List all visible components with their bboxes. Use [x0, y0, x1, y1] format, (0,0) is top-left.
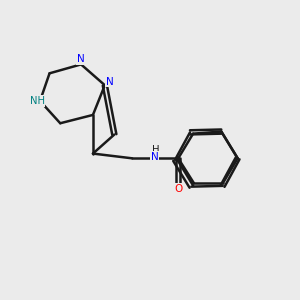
Text: NH: NH	[30, 96, 45, 106]
Text: N: N	[77, 54, 85, 64]
Text: O: O	[174, 184, 182, 194]
Text: H: H	[152, 145, 160, 155]
Text: N: N	[106, 76, 114, 87]
Text: N: N	[151, 152, 159, 161]
